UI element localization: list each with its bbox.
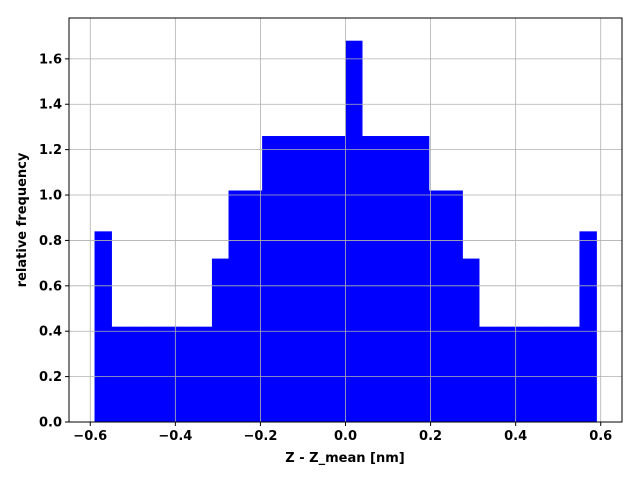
y-axis-label: relative frequency <box>15 152 30 287</box>
histogram-bar-6 <box>194 326 213 422</box>
y-axis-ticks: 0.0 0.2 0.4 0.6 0.8 1.0 1.2 1.4 1.6 <box>39 52 69 431</box>
histogram-bar-16 <box>362 136 380 422</box>
histogram-bar-28 <box>562 326 580 422</box>
x-tick-label-4: 0.2 <box>419 429 442 444</box>
histogram-bar-26 <box>529 326 547 422</box>
histogram-bar-2 <box>128 326 146 422</box>
x-tick-label-0: −0.6 <box>73 429 107 444</box>
y-tick-label-5: 1.0 <box>39 189 62 204</box>
histogram-bar-19 <box>412 136 430 422</box>
y-tick-label-4: 0.8 <box>39 234 62 249</box>
histogram-bar-20 <box>428 190 447 422</box>
x-tick-label-1: −0.4 <box>158 429 192 444</box>
histogram-bar-17 <box>379 136 397 422</box>
y-tick-label-6: 1.2 <box>39 143 62 158</box>
y-tick-label-1: 0.2 <box>39 370 62 385</box>
histogram-bar-13 <box>311 136 330 422</box>
histogram-bar-27 <box>546 326 564 422</box>
histogram-bar-9 <box>245 190 263 422</box>
histogram-bar-11 <box>278 136 296 422</box>
histogram-bar-18 <box>395 136 413 422</box>
y-tick-label-8: 1.6 <box>39 52 62 67</box>
histogram-bars <box>94 40 597 422</box>
x-tick-label-5: 0.4 <box>504 429 527 444</box>
histogram-bar-23 <box>479 326 497 422</box>
y-tick-label-0: 0.0 <box>39 416 62 431</box>
grid-lines <box>69 18 622 423</box>
x-tick-label-3: 0.0 <box>334 429 357 444</box>
histogram-bar-24 <box>496 326 514 422</box>
x-tick-label-6: 0.6 <box>589 429 612 444</box>
histogram-bar-29 <box>579 231 597 422</box>
histogram-bar-15 <box>345 40 363 422</box>
y-tick-label-3: 0.6 <box>39 279 62 294</box>
histogram-bar-14 <box>328 136 346 422</box>
histogram-bar-25 <box>512 326 530 422</box>
x-axis-label: Z - Z_mean [nm] <box>285 451 404 466</box>
x-tick-label-2: −0.2 <box>243 429 277 444</box>
histogram-bar-3 <box>144 326 163 422</box>
histogram-bar-0 <box>94 231 112 422</box>
histogram-bar-1 <box>111 326 129 422</box>
histogram-bar-21 <box>445 190 463 422</box>
histogram-bar-8 <box>228 190 246 422</box>
y-tick-label-7: 1.4 <box>39 98 62 113</box>
y-tick-label-2: 0.4 <box>39 325 62 340</box>
x-axis-ticks: −0.6 −0.4 −0.2 0.0 0.2 0.4 0.6 <box>73 422 612 444</box>
histogram-bar-12 <box>295 136 313 422</box>
histogram-bar-10 <box>262 136 280 422</box>
histogram-bar-7 <box>211 258 229 422</box>
histogram-bar-22 <box>462 258 480 422</box>
histogram-bar-5 <box>178 326 196 422</box>
histogram-bar-4 <box>161 326 179 422</box>
